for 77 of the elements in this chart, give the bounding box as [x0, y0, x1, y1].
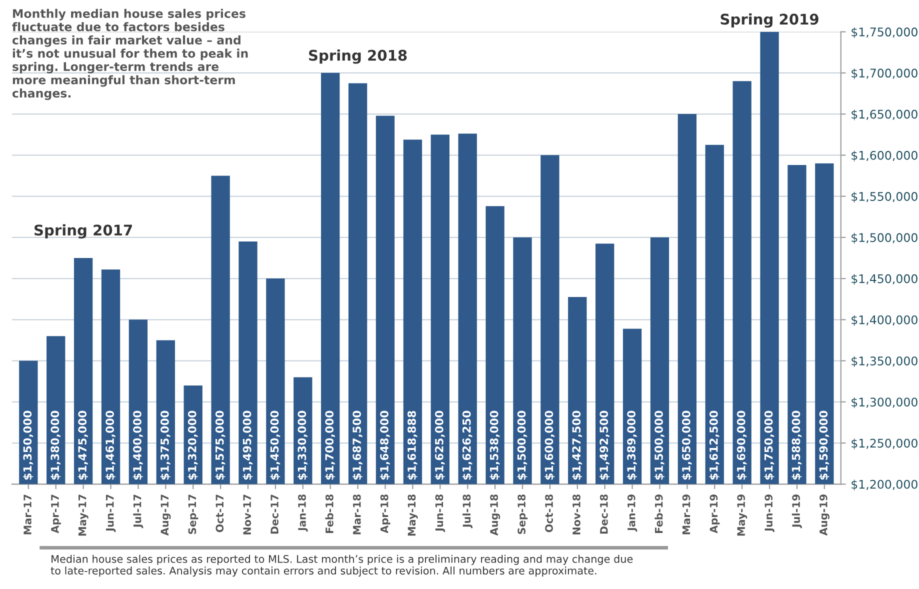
annotation: Spring 2017 [34, 224, 132, 239]
x-tick-label: Oct-17 [216, 494, 224, 532]
data-label: $1,690,000 [736, 410, 747, 480]
x-tick-label: Jul-19 [792, 494, 802, 528]
x-tick-label: Dec-18 [600, 494, 608, 534]
x-tick-label: Mar-18 [352, 494, 361, 534]
data-label: $1,427,500 [572, 410, 582, 480]
x-tick-label: Oct-18 [545, 494, 553, 532]
x-tick-label: Apr-18 [380, 494, 390, 534]
text: Median house sales prices as reported to MLS. Last month’s price is a preliminary reading and may change due to late-reported sales. Analysis may contain errors and subject to revision. All numbers are approximate. [50, 554, 633, 577]
x-tick-label: Jun-17 [106, 494, 116, 532]
data-label: $1,475,000 [78, 410, 88, 480]
x-tick-label: Jan-18 [298, 494, 308, 532]
data-label: $1,500,000 [654, 410, 664, 480]
data-label: $1,588,000 [792, 410, 802, 480]
data-label: $1,375,000 [160, 410, 170, 480]
x-tick-label: Mar-19 [682, 494, 690, 534]
x-tick-label: Nov-18 [572, 494, 580, 534]
annotation: Monthly median house sales prices fluctuate due to factors besides changes in fair market value – and it’s not unusual for them to peak in spring. Longer-term trends are more meaningful than short-term changes. [12, 8, 248, 100]
data-label: $1,495,000 [242, 410, 253, 480]
data-label: $1,648,000 [380, 410, 390, 480]
x-tick-label: Aug-18 [490, 494, 500, 536]
data-label: $1,500,000 [517, 410, 528, 480]
x-tick-label: Aug-17 [160, 494, 171, 536]
y-tick-label: $1,500,000 [852, 232, 918, 244]
data-label: $1,380,000 [50, 410, 61, 480]
x-tick-label: May-17 [78, 494, 88, 536]
data-label: $1,626,250 [462, 410, 472, 480]
data-label: $1,618,888 [407, 410, 418, 480]
y-tick-label: $1,650,000 [852, 110, 918, 120]
data-label: $1,625,000 [434, 410, 445, 480]
annotation: Spring 2019 [720, 13, 818, 28]
data-label: $1,612,500 [709, 410, 720, 480]
x-tick-label: May-19 [737, 494, 748, 536]
x-tick-label: Jul-18 [462, 494, 473, 528]
x-tick-label: Jun-19 [764, 494, 774, 532]
x-tick-label: Apr-17 [51, 494, 61, 534]
data-label: $1,600,000 [544, 410, 555, 480]
data-label: $1,750,000 [764, 410, 774, 480]
x-tick-label: Nov-17 [243, 494, 252, 534]
x-tick-label: Aug-19 [819, 494, 830, 536]
data-label: $1,538,000 [490, 410, 500, 480]
y-tick-label: $1,700,000 [852, 68, 918, 80]
x-tick-label: May-18 [408, 494, 418, 536]
data-label: $1,330,000 [298, 410, 308, 480]
x-tick-label: Jul-17 [133, 494, 144, 528]
x-tick-label: Feb-18 [325, 494, 334, 533]
y-tick-label: $1,200,000 [852, 480, 918, 490]
annotation: Spring 2018 [309, 50, 407, 64]
x-tick-label: Jun-18 [435, 494, 446, 532]
y-tick-label: $1,350,000 [852, 356, 918, 368]
data-label: $1,687,500 [352, 410, 362, 480]
data-label: $1,461,000 [105, 410, 116, 480]
data-label: $1,350,000 [23, 410, 34, 480]
y-tick-label: $1,400,000 [852, 315, 918, 326]
x-tick-label: Dec-17 [270, 494, 278, 534]
y-tick-label: $1,750,000 [852, 27, 918, 38]
y-tick-label: $1,250,000 [852, 438, 918, 450]
y-tick-label: $1,600,000 [852, 150, 918, 162]
x-tick-label: Sep-18 [518, 494, 528, 534]
data-label: $1,650,000 [682, 410, 692, 480]
data-label: $1,450,000 [270, 410, 280, 480]
data-label: $1,492,500 [599, 410, 610, 480]
y-tick-label: $1,550,000 [852, 192, 918, 203]
y-tick-label: $1,300,000 [852, 397, 918, 408]
data-label: $1,400,000 [132, 410, 143, 480]
data-label: $1,320,000 [188, 410, 198, 480]
x-tick-label: Mar-17 [24, 494, 32, 534]
x-tick-label: Apr-19 [710, 494, 720, 534]
data-label: $1,575,000 [215, 410, 226, 480]
y-tick-label: $1,450,000 [852, 274, 918, 285]
x-tick-label: Feb-19 [654, 494, 663, 533]
x-tick-label: Sep-17 [188, 494, 198, 534]
data-label: $1,700,000 [324, 410, 336, 480]
data-label: $1,389,000 [626, 410, 637, 480]
x-tick-label: Jan-19 [627, 494, 638, 532]
data-label: $1,590,000 [819, 410, 830, 480]
